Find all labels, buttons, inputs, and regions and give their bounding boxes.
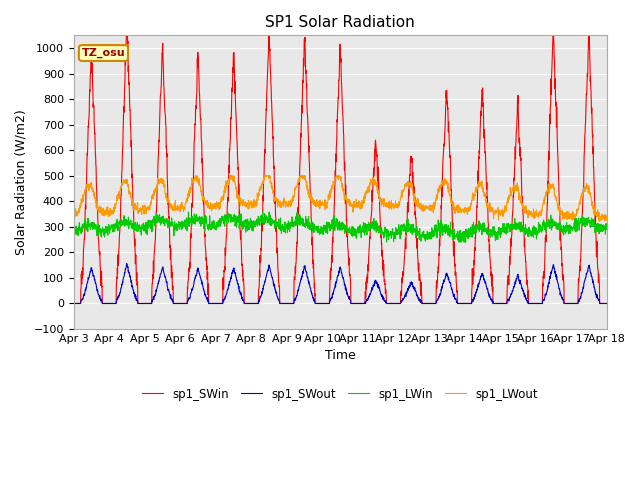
sp1_SWout xyxy=(556,288,563,293)
sp1_SWin xyxy=(123,20,131,25)
sp1_SWin xyxy=(495,300,503,306)
Title: SP1 Solar Radiation: SP1 Solar Radiation xyxy=(265,15,415,30)
sp1_SWout xyxy=(70,300,77,306)
Line: sp1_LWin: sp1_LWin xyxy=(74,212,607,242)
sp1_LWin xyxy=(571,226,579,231)
sp1_LWin xyxy=(556,225,564,231)
sp1_SWout xyxy=(356,300,364,306)
sp1_SWin xyxy=(571,300,579,306)
sp1_LWin xyxy=(603,224,611,230)
sp1_SWout xyxy=(219,300,227,306)
sp1_LWout xyxy=(219,197,227,203)
sp1_SWout xyxy=(495,300,503,306)
sp1_SWout xyxy=(603,300,611,306)
Text: TZ_osu: TZ_osu xyxy=(82,48,125,58)
Line: sp1_SWout: sp1_SWout xyxy=(74,264,607,303)
sp1_LWout xyxy=(495,210,503,216)
sp1_LWout xyxy=(191,173,199,179)
Line: sp1_SWin: sp1_SWin xyxy=(74,23,607,303)
sp1_SWin xyxy=(219,300,227,306)
sp1_SWin xyxy=(70,300,77,306)
Legend: sp1_SWin, sp1_SWout, sp1_LWin, sp1_LWout: sp1_SWin, sp1_SWout, sp1_LWin, sp1_LWout xyxy=(137,383,543,405)
sp1_LWout xyxy=(603,214,611,220)
sp1_SWout xyxy=(571,300,579,306)
sp1_LWout xyxy=(595,218,603,224)
sp1_LWin xyxy=(184,209,192,215)
sp1_LWout xyxy=(556,209,563,215)
sp1_LWout xyxy=(367,177,375,183)
sp1_LWout xyxy=(70,210,77,216)
sp1_LWin xyxy=(356,228,364,234)
sp1_LWout xyxy=(356,203,364,208)
sp1_SWin xyxy=(367,214,375,220)
sp1_SWin xyxy=(603,300,611,306)
sp1_SWin xyxy=(556,204,563,209)
sp1_LWin xyxy=(367,226,375,231)
sp1_SWin xyxy=(356,300,364,306)
X-axis label: Time: Time xyxy=(324,349,355,362)
sp1_LWout xyxy=(571,215,579,220)
sp1_LWin xyxy=(455,240,463,245)
sp1_LWin xyxy=(70,230,77,236)
Line: sp1_LWout: sp1_LWout xyxy=(74,176,607,221)
sp1_LWin xyxy=(219,216,227,222)
sp1_SWout xyxy=(123,261,131,266)
Y-axis label: Solar Radiation (W/m2): Solar Radiation (W/m2) xyxy=(15,109,28,255)
sp1_SWout xyxy=(367,289,375,295)
sp1_LWin xyxy=(495,232,503,238)
